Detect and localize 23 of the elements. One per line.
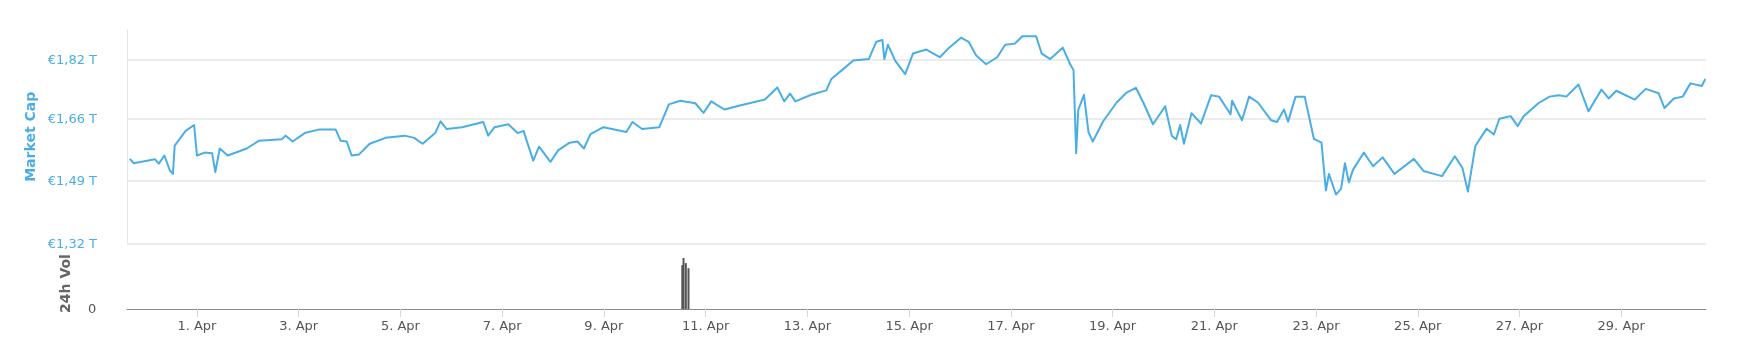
x-tick-label: 13. Apr bbox=[783, 318, 832, 333]
x-tick-label: 17. Apr bbox=[987, 318, 1036, 333]
x-tick-label: 9. Apr bbox=[584, 318, 625, 333]
x-tick-label: 19. Apr bbox=[1088, 318, 1137, 333]
x-tick-label: 21. Apr bbox=[1190, 318, 1239, 333]
x-tick-label: 11. Apr bbox=[681, 318, 730, 333]
y-axis-title: Market Cap bbox=[21, 91, 38, 182]
text: 0 bbox=[88, 301, 97, 316]
y-tick-label: €1,49 T bbox=[47, 173, 98, 189]
x-tick-label: 23. Apr bbox=[1292, 318, 1341, 333]
y-tick-label: €1,32 T bbox=[47, 236, 98, 251]
y-tick-label: €1,66 T bbox=[47, 110, 98, 126]
x-tick-label: 27. Apr bbox=[1495, 318, 1544, 333]
x-tick-label: 1. Apr bbox=[177, 318, 218, 333]
y-axis-title: 24h Vol bbox=[57, 254, 73, 313]
x-tick-label: 3. Apr bbox=[279, 318, 319, 333]
y-tick-label: €1,82 T bbox=[47, 51, 98, 67]
x-tick-label: 7. Apr bbox=[482, 318, 523, 333]
x-tick-label: 25. Apr bbox=[1394, 318, 1443, 333]
x-tick-label: 29. Apr bbox=[1597, 318, 1646, 333]
bar bbox=[682, 258, 685, 309]
x-tick-label: 5. Apr bbox=[380, 318, 421, 333]
x-tick-label: 15. Apr bbox=[885, 318, 934, 333]
